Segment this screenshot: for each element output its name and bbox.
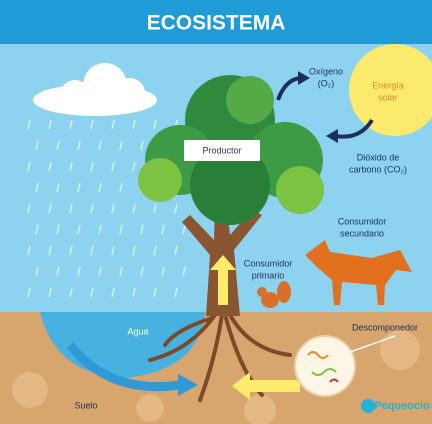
primary-consumer-label: Consumidor <box>244 258 293 268</box>
soil-spot <box>380 330 420 370</box>
oxygen-label: (O₂) <box>318 78 335 88</box>
soil-spot <box>12 372 48 408</box>
leaf <box>138 158 182 202</box>
soil-label: Suelo <box>74 400 97 410</box>
page: ECOSISTEMA Energía solar Agua Productor <box>0 0 432 424</box>
co2-label: carbono (CO₂) <box>349 164 407 174</box>
decomposer-circle <box>295 336 355 396</box>
oxygen-label: Oxígeno <box>309 66 343 76</box>
producer-label: Productor <box>202 145 241 155</box>
water-label: Agua <box>127 326 148 336</box>
decomposer-label: Descomponedor <box>352 322 418 332</box>
ecosystem-diagram: ECOSISTEMA Energía solar Agua Productor <box>0 0 432 424</box>
solar-label: Energía <box>372 80 404 90</box>
secondary-consumer-label: Consumidor <box>338 216 387 226</box>
secondary-consumer-label: secundario <box>340 228 384 238</box>
leaf <box>226 76 274 124</box>
soil-spot <box>136 394 164 422</box>
logo-icon <box>361 399 375 413</box>
primary-consumer-label: primario <box>252 270 285 280</box>
title: ECOSISTEMA <box>147 12 286 35</box>
leaf <box>276 166 324 214</box>
cloud-part <box>115 78 145 108</box>
squirrel-head <box>257 287 267 297</box>
solar-label: solar <box>378 92 398 102</box>
cloud-part <box>60 80 90 110</box>
logo: Pequeocio <box>374 400 430 412</box>
co2-label: Dióxido de <box>357 152 400 162</box>
squirrel-tail <box>277 281 291 303</box>
